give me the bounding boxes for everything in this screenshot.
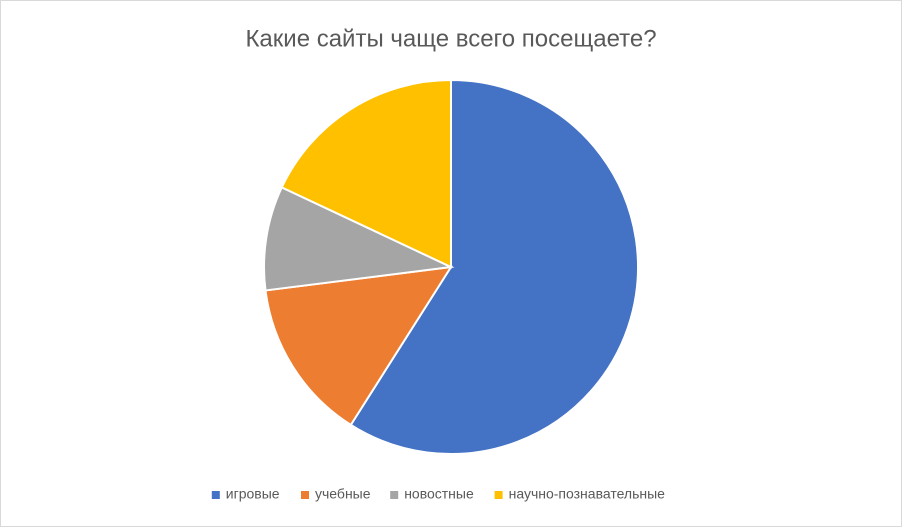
pie-slice bbox=[349, 78, 639, 455]
legend-label: научно-познавательные bbox=[509, 486, 666, 502]
pie-slice bbox=[264, 265, 453, 427]
pie-slice bbox=[263, 186, 455, 292]
pie-slice bbox=[280, 78, 452, 269]
legend-swatch bbox=[494, 491, 503, 499]
legend-label: новостные bbox=[404, 486, 474, 502]
legend-label: учебные bbox=[315, 486, 371, 502]
legend-swatch bbox=[390, 491, 399, 499]
legend-label: игровые bbox=[226, 486, 280, 502]
legend-swatch bbox=[211, 491, 220, 499]
chart-title: Какие сайты чаще всего посещаете? bbox=[245, 25, 656, 52]
legend-swatch bbox=[301, 491, 309, 499]
